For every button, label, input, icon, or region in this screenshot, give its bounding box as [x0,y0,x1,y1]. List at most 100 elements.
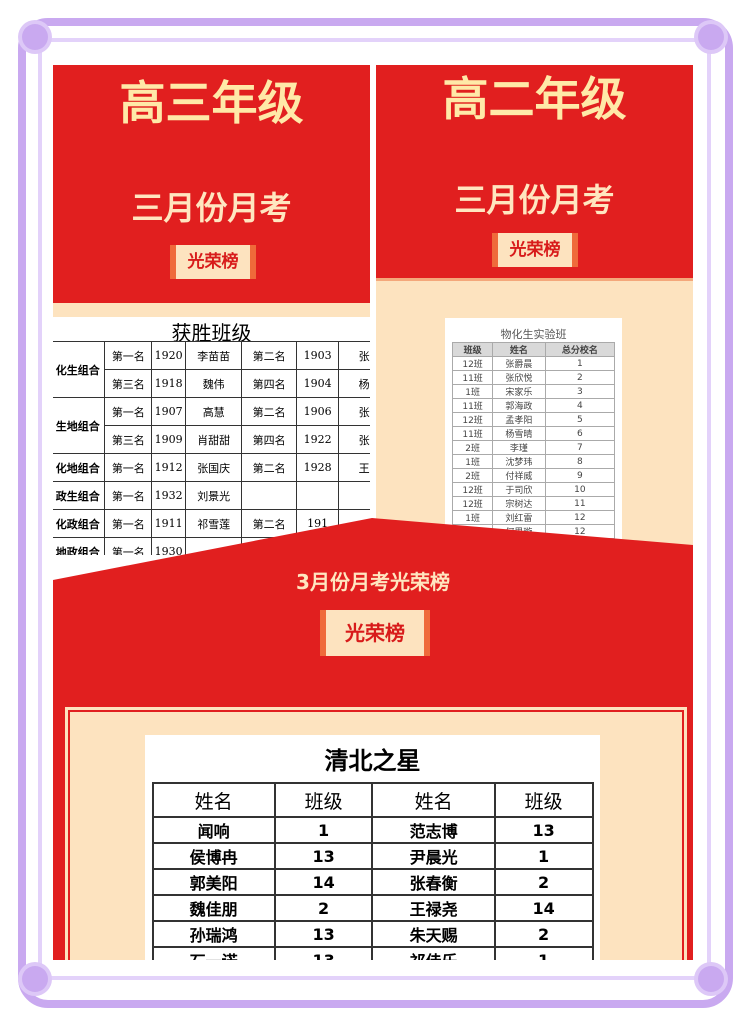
cell: 2班 [451,440,494,455]
left-panel: 高三年级 三月份月考 光荣榜 获胜班级 化生组合 第一名 1920 李苗苗 第二名 190… [53,65,370,555]
table-row: 政生组合 第一名 1932 刘景光 [53,481,370,510]
table-row: 11班 郭海政 4 [451,398,616,413]
cell: 第一名 [104,481,153,510]
flower [22,966,48,992]
title: 3月份月考光荣榜 [296,570,450,594]
cell: 13 [273,842,374,870]
frame [18,18,733,1008]
header-cell: 总分校名 [544,342,616,357]
cell: 高慧 [184,397,243,426]
table-row: 2班 李瑾 7 [451,440,616,455]
cell: 沈梦玮 [492,454,546,469]
cell: 张春衡 [371,868,496,896]
table-row: 1班 宋家乐 3 [451,384,616,399]
cell: 第一名 [104,397,153,426]
cell: 宗树达 [492,496,546,511]
cell: 李瑾 [492,440,546,455]
header-cell: 姓名 [151,782,276,818]
cell: 14 [493,894,594,922]
stripe [53,300,370,317]
cell: 1912 [151,453,186,482]
cell: 12 [544,510,616,525]
cell: 11 [544,496,616,511]
table-row: 12班 张爵晨 1 [451,356,616,371]
badge: 光荣榜 [320,610,430,656]
group-cell: 化生组合 [53,341,106,398]
cell: 1930 [151,537,186,555]
cell: 1班 [451,510,494,525]
table: 班级 姓名 总分校名 12班 张爵晨 1 11班 张欣悦 2 1班 宋家乐 3 11班 郭海政 4 12班 孟孝… [451,342,616,539]
table-row: 2班 付祥威 9 [451,468,616,483]
cell: 6 [544,426,616,441]
cell: 张 [338,341,370,370]
cell: 9 [544,468,616,483]
cell: 第一名 [104,341,153,370]
cell: 2 [493,920,594,948]
cell: 10 [544,482,616,497]
cell: 孟孝阳 [492,412,546,427]
cell: 尹晨光 [371,842,496,870]
cell: 3 [544,384,616,399]
cell: 闻响 [151,816,276,844]
table-row: 1班 刘红雷 12 [451,510,616,525]
cell: 张 [338,425,370,454]
table-row: 第三名 1909 肖甜甜 第四名 1922 张 [53,425,370,454]
cell: 刘红雷 [492,510,546,525]
cell: 第一名 [104,509,153,538]
group-cell: 化政组合 [53,509,106,538]
cell: 1907 [151,397,186,426]
table-row: 12班 孟孝阳 5 [451,412,616,427]
cell: 1903 [295,341,340,370]
cell: 2 [544,370,616,385]
cell: 13 [273,946,374,960]
cell: 肖甜甜 [184,425,243,454]
table-row: 12班 宗树达 11 [451,496,616,511]
cell: 11班 [451,398,494,413]
cell: 刘景光 [184,481,243,510]
table-row: 1班 沈梦玮 8 [451,454,616,469]
cell: 付祥威 [492,468,546,483]
badge: 光荣榜 [492,233,578,267]
cell: 2班 [451,468,494,483]
header-cell: 班级 [493,782,594,818]
table-row: 生地组合 第一名 1907 高慧 第二名 1906 张 [53,397,370,454]
table-row: 孙瑞鸿 13 朱天赐 2 [151,920,594,948]
cell: 11班 [451,370,494,385]
cell: 张爵晨 [492,356,546,371]
flower [698,24,724,50]
sheet: 物化生实验班 班级 姓名 总分校名 12班 张爵晨 1 11班 张欣悦 2 1班 宋家乐 3 11班 郭海… [445,318,622,563]
cell: 1904 [295,369,340,398]
cell: 1 [493,946,594,960]
cell: 侯博冉 [151,842,276,870]
table-row: 石一诺13祁佳乐1 [151,946,594,960]
table: 化生组合 第一名 1920 李苗苗 第二名 1903 张第三名 1918 魏伟 第四名 1904 杨生… [53,341,370,555]
cell: 8 [544,454,616,469]
cell: 李苗苗 [184,341,243,370]
cell: 张 [338,397,370,426]
cell: 1 [544,356,616,371]
cell: 14 [273,868,374,896]
cell: 魏伟 [184,369,243,398]
cell: 王 [338,453,370,482]
header-cell: 姓名 [371,782,496,818]
cell: 1911 [151,509,186,538]
cell: 1909 [151,425,186,454]
table-row: 侯博冉 13 尹晨光 1 [151,842,594,870]
cell: 第四名 [241,425,297,454]
cell: 12班 [451,496,494,511]
cell: 杨 [338,369,370,398]
cell: 1928 [295,453,340,482]
cell: 孙瑞鸿 [151,920,276,948]
table-title: 清北之星 [324,747,421,775]
cell: 1 [273,816,374,844]
cell: 第一名 [104,537,153,555]
cell: 1932 [151,481,186,510]
header-cell: 班级 [451,342,494,357]
cell: 于司欣 [492,482,546,497]
cell: 祁雪莲 [184,509,243,538]
badge: 光荣榜 [170,245,256,279]
sheet: 清北之星 姓名 班级 姓名 班级 闻响 1 范志博 13 侯博冉 13 尹晨光 1 郭美阳 14 张春衡 2 魏… [145,735,600,960]
exam: 三月份月考 [131,189,292,227]
flower [22,24,48,50]
